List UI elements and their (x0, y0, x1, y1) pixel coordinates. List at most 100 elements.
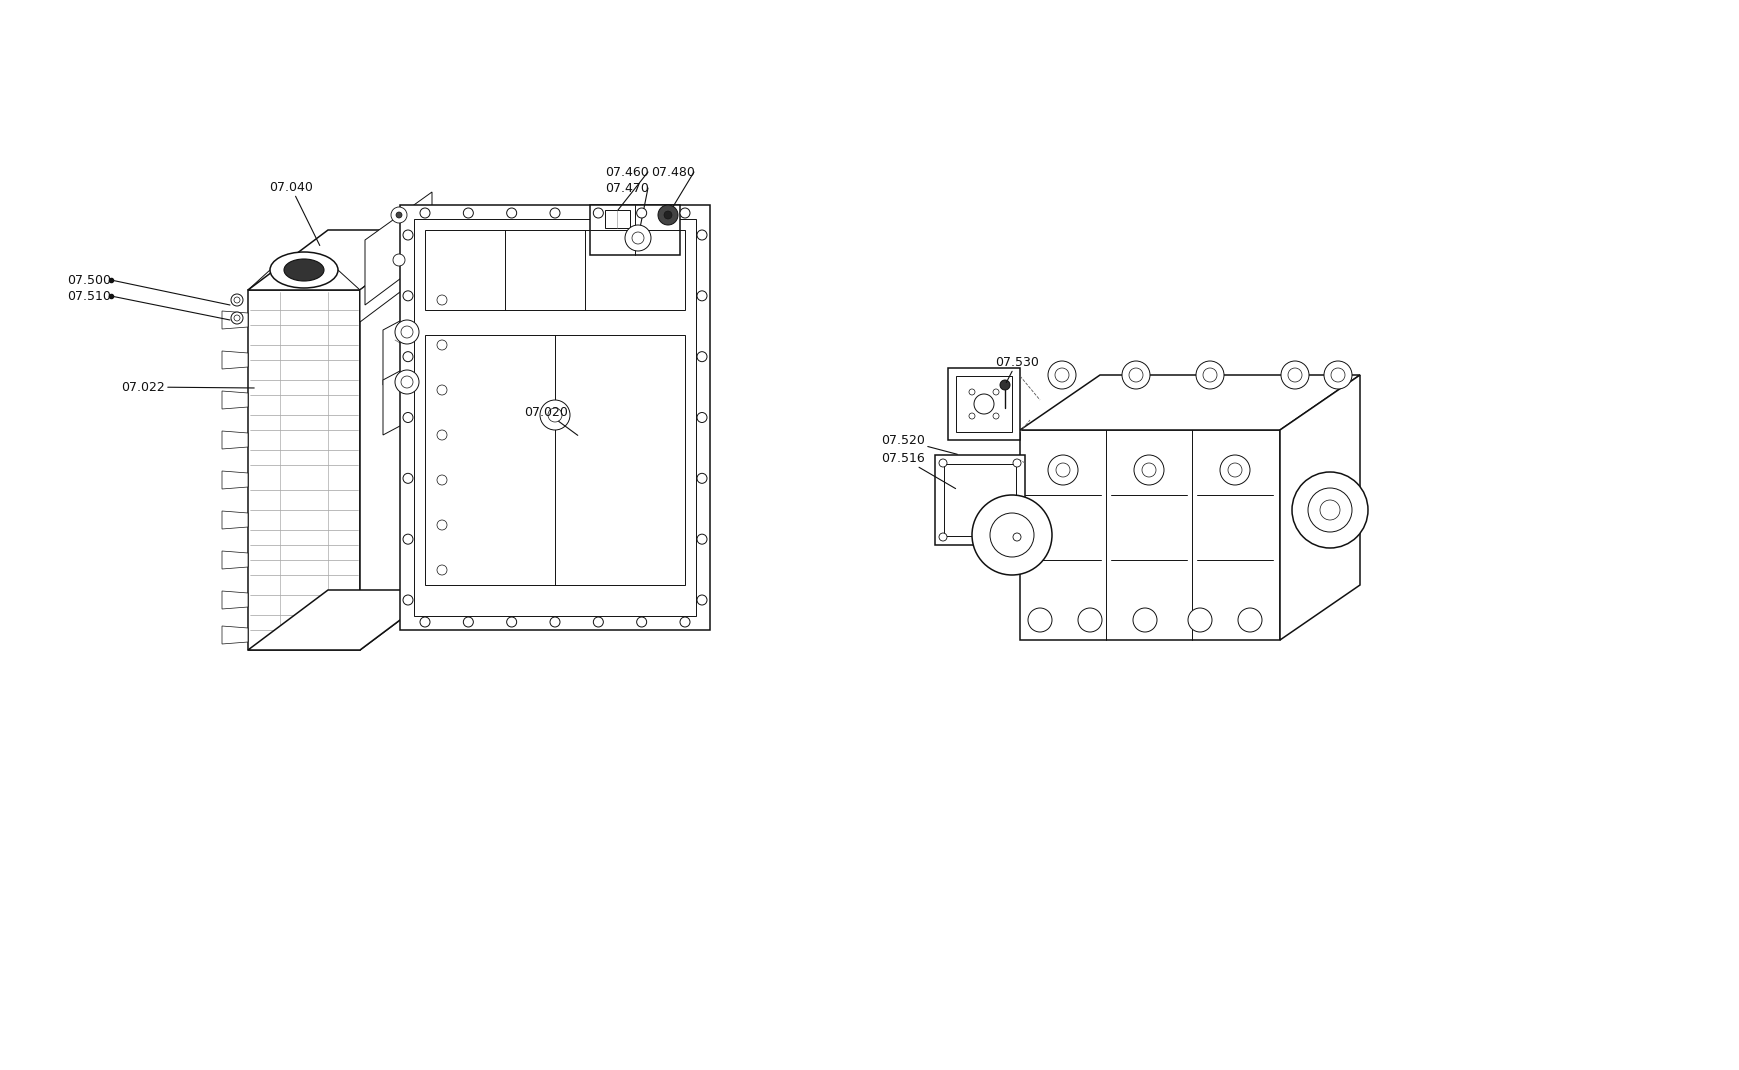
Circle shape (636, 208, 647, 218)
Circle shape (395, 370, 419, 394)
Circle shape (548, 408, 562, 422)
Polygon shape (223, 591, 249, 609)
Circle shape (403, 534, 412, 545)
Bar (944, 464, 1016, 536)
Circle shape (1141, 463, 1155, 477)
Text: 07.020: 07.020 (523, 406, 577, 435)
Circle shape (1056, 463, 1069, 477)
Bar (424, 335, 685, 585)
Circle shape (506, 617, 516, 627)
Polygon shape (223, 431, 249, 449)
Text: 07.500: 07.500 (68, 274, 111, 287)
Circle shape (403, 413, 412, 423)
Circle shape (1078, 608, 1101, 632)
Circle shape (403, 595, 412, 605)
Circle shape (697, 595, 706, 605)
Circle shape (1228, 463, 1242, 477)
Polygon shape (383, 305, 430, 385)
Circle shape (680, 208, 690, 218)
Circle shape (1129, 368, 1143, 382)
Bar (605, 210, 630, 228)
Text: 07.460: 07.460 (605, 166, 649, 179)
Bar (955, 376, 1012, 432)
Polygon shape (223, 511, 249, 529)
Circle shape (1292, 472, 1367, 548)
Circle shape (395, 320, 419, 343)
Circle shape (233, 297, 240, 303)
Polygon shape (249, 590, 440, 649)
Circle shape (1188, 608, 1212, 632)
Circle shape (680, 617, 690, 627)
Circle shape (631, 232, 643, 244)
Text: 07.510: 07.510 (68, 290, 111, 303)
Circle shape (993, 413, 998, 419)
Circle shape (624, 225, 650, 251)
Bar (424, 230, 685, 310)
Circle shape (1047, 455, 1078, 485)
Polygon shape (360, 230, 440, 649)
Text: 07.520: 07.520 (880, 433, 956, 455)
Polygon shape (1019, 430, 1280, 640)
Circle shape (1195, 361, 1223, 389)
Circle shape (664, 211, 671, 219)
Polygon shape (360, 230, 440, 322)
Circle shape (403, 230, 412, 240)
Circle shape (697, 230, 706, 240)
Circle shape (697, 291, 706, 301)
Circle shape (403, 473, 412, 484)
Circle shape (1323, 361, 1351, 389)
Polygon shape (223, 351, 249, 369)
Circle shape (1330, 368, 1344, 382)
Circle shape (1054, 368, 1068, 382)
Circle shape (974, 394, 993, 414)
Circle shape (436, 430, 447, 440)
Circle shape (697, 534, 706, 545)
Polygon shape (1019, 374, 1360, 430)
Circle shape (463, 617, 473, 627)
Circle shape (1028, 608, 1052, 632)
Circle shape (539, 400, 570, 430)
Circle shape (400, 326, 412, 338)
Circle shape (697, 352, 706, 362)
Circle shape (989, 513, 1033, 557)
Polygon shape (249, 230, 440, 290)
Circle shape (436, 475, 447, 485)
Polygon shape (1280, 374, 1360, 640)
Ellipse shape (283, 259, 323, 281)
Polygon shape (223, 626, 249, 644)
Polygon shape (223, 311, 249, 328)
Text: 07.040: 07.040 (270, 181, 320, 245)
Circle shape (1308, 488, 1351, 532)
Text: 07.480: 07.480 (650, 166, 694, 179)
Circle shape (1202, 368, 1216, 382)
Circle shape (231, 312, 243, 324)
Ellipse shape (270, 253, 337, 288)
Circle shape (1134, 455, 1163, 485)
Circle shape (657, 205, 678, 225)
Circle shape (506, 208, 516, 218)
Bar (948, 368, 1019, 440)
Circle shape (697, 473, 706, 484)
Circle shape (550, 208, 560, 218)
Circle shape (1012, 459, 1021, 467)
Polygon shape (223, 551, 249, 569)
Circle shape (593, 208, 603, 218)
Circle shape (1000, 380, 1009, 389)
Circle shape (436, 565, 447, 575)
Circle shape (231, 294, 243, 306)
Bar (414, 219, 696, 616)
Circle shape (972, 495, 1052, 575)
Polygon shape (223, 471, 249, 489)
Text: 07.530: 07.530 (995, 355, 1038, 383)
Circle shape (436, 385, 447, 395)
Circle shape (233, 315, 240, 321)
Polygon shape (590, 205, 680, 255)
Circle shape (1012, 533, 1021, 541)
Circle shape (993, 389, 998, 395)
Circle shape (436, 295, 447, 305)
Circle shape (1047, 361, 1075, 389)
Circle shape (403, 291, 412, 301)
Circle shape (1132, 608, 1156, 632)
Circle shape (697, 413, 706, 423)
Circle shape (396, 212, 402, 218)
